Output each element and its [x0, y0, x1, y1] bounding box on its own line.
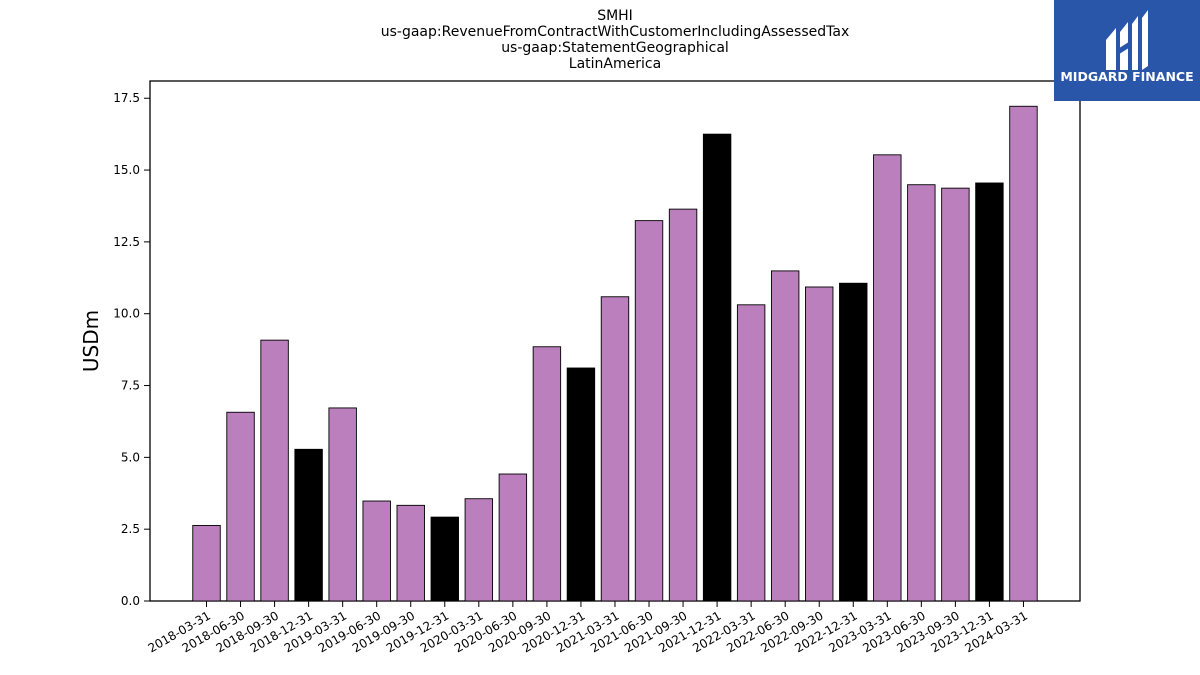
bar-2019-06-30 — [362, 500, 391, 602]
bar-2021-12-31 — [702, 133, 732, 602]
title-line-1: SMHI — [597, 8, 633, 24]
y-tick-label-0.0: 0.0 — [121, 594, 140, 608]
bar-2023-12-31 — [975, 182, 1004, 602]
bar-2018-12-31 — [294, 448, 323, 602]
bar-2024-03-31 — [1009, 105, 1038, 602]
bar-2021-03-31 — [600, 296, 630, 602]
bar-2022-09-30 — [805, 286, 834, 602]
title-line-4: LatinAmerica — [569, 56, 661, 72]
bar-2020-12-31 — [566, 367, 596, 602]
x-axis: 2018-03-312018-06-302018-09-302018-12-31… — [146, 601, 1030, 655]
logo-mark-icon — [1106, 10, 1148, 70]
bar-2023-06-30 — [907, 184, 936, 602]
bar-2020-03-31 — [464, 498, 494, 602]
bar-2020-09-30 — [532, 346, 562, 602]
bar-2019-09-30 — [396, 504, 425, 602]
y-tick-label-12.5: 12.5 — [113, 235, 140, 249]
y-axis-label: USDm — [79, 310, 103, 372]
title-line-2: us-gaap:RevenueFromContractWithCustomerI… — [381, 24, 850, 40]
bar-2023-03-31 — [873, 154, 902, 602]
bar-2023-09-30 — [941, 187, 970, 602]
plot-area: 0.0 2.5 5.0 7.5 10.0 12.5 15.0 17.5 2018-03-312… — [113, 80, 1081, 655]
logo-text: MIDGARD FINANCE — [1060, 69, 1193, 84]
y-tick-label-10.0: 10.0 — [113, 307, 140, 321]
title-line-3: us-gaap:StatementGeographical — [501, 40, 729, 56]
y-axis: 0.0 2.5 5.0 7.5 10.0 12.5 15.0 17.5 — [113, 91, 150, 608]
bar-2019-12-31 — [430, 516, 459, 602]
bar-2019-03-31 — [328, 407, 357, 602]
y-tick-label-5.0: 5.0 — [121, 450, 140, 464]
y-tick-label-15.0: 15.0 — [113, 163, 140, 177]
chart-title: SMHI us-gaap:RevenueFromContractWithCust… — [381, 8, 850, 72]
bar-2020-06-30 — [498, 473, 528, 602]
bar-2021-09-30 — [668, 208, 698, 602]
brand-logo: MIDGARD FINANCE — [1054, 0, 1200, 101]
bar-2018-09-30 — [260, 339, 289, 602]
bar-2018-03-31 — [192, 524, 221, 602]
bar-2021-06-30 — [634, 220, 664, 602]
y-tick-label-17.5: 17.5 — [113, 91, 140, 105]
bar-2018-06-30 — [226, 411, 255, 602]
bars-group — [192, 105, 1038, 602]
bar-2022-03-31 — [736, 304, 766, 602]
bar-2022-06-30 — [770, 270, 800, 602]
bar-2022-12-31 — [839, 282, 868, 602]
y-tick-label-2.5: 2.5 — [121, 522, 140, 536]
y-tick-label-7.5: 7.5 — [121, 379, 140, 393]
